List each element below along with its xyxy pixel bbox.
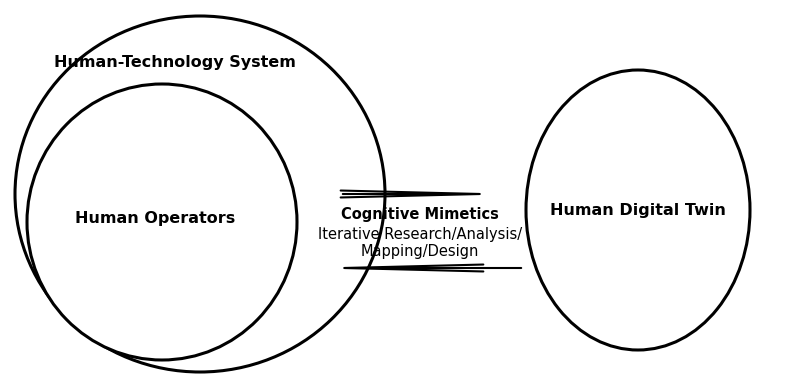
Text: Human Operators: Human Operators <box>75 211 235 225</box>
Text: Human Digital Twin: Human Digital Twin <box>550 203 726 218</box>
Ellipse shape <box>526 70 750 350</box>
Text: Cognitive Mimetics: Cognitive Mimetics <box>341 208 499 222</box>
Text: Iterative Research/Analysis/
Mapping/Design: Iterative Research/Analysis/ Mapping/Des… <box>318 227 522 259</box>
Text: Human-Technology System: Human-Technology System <box>54 54 296 69</box>
Ellipse shape <box>15 16 385 372</box>
Ellipse shape <box>27 84 297 360</box>
